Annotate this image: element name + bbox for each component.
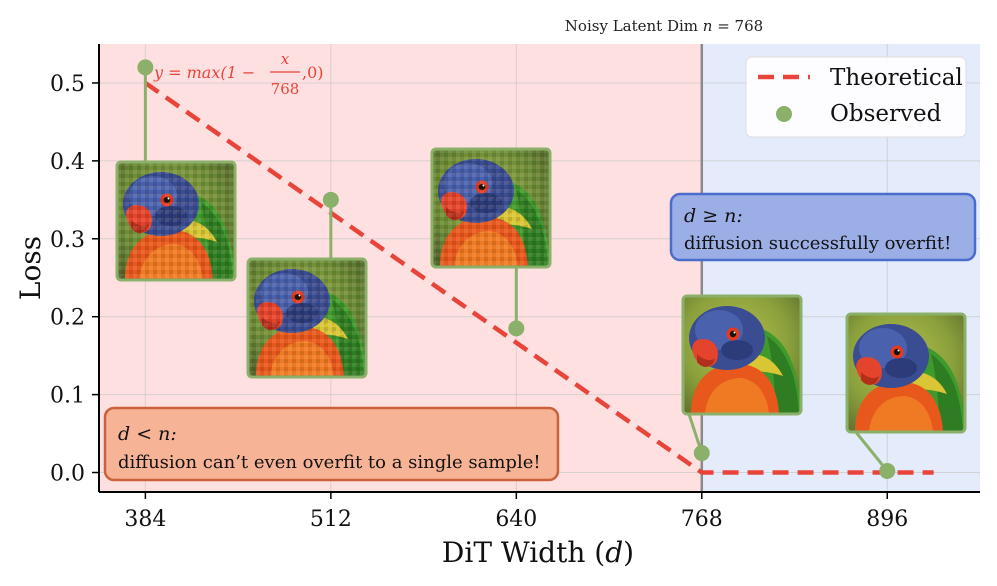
y-axis-label: Loss (14, 236, 47, 300)
thumbnail-border (845, 312, 967, 434)
y-tick-label: 0.3 (50, 228, 85, 253)
y-ticks: 0.0 0.1 0.2 0.3 0.4 0.5 (50, 72, 99, 487)
annotation-failure-box (103, 406, 560, 482)
legend-theoretical-label: Theoretical (830, 65, 963, 91)
x-tick-label: 512 (310, 507, 352, 532)
thumbnail-border (115, 160, 237, 282)
observed-point (693, 445, 710, 462)
x-axis-label-var: d (605, 536, 623, 569)
formula-denominator: 768 (271, 80, 300, 98)
theoretical-formula: y = max(1 − x 768 ,0) (153, 50, 324, 98)
observed-point (137, 59, 154, 76)
thumbnail-image (432, 149, 550, 267)
thumbnail-image (847, 314, 965, 432)
observed-points (137, 59, 896, 479)
thumbnail-noise-overlay (117, 162, 235, 280)
observed-point (879, 462, 896, 479)
observed-point (508, 320, 525, 337)
annotation-success-text: diffusion successfully overfit! (684, 233, 951, 254)
x-axis-label: DiT Width (d) (442, 536, 634, 569)
y-tick-label: 0.0 (50, 462, 85, 487)
x-axis-label-suffix: ) (623, 536, 634, 569)
x-tick-label: 640 (495, 507, 537, 532)
formula-prefix: y = max(1 − (153, 63, 255, 82)
annotation-success-math: d ≥ n: (684, 205, 743, 227)
thumbnail-border (430, 147, 552, 269)
sample-thumbnail (115, 160, 237, 282)
chart-title-var: n (703, 17, 713, 35)
thumbnail-border (246, 257, 368, 379)
chart-title-suffix: = 768 (712, 17, 763, 35)
annotation-failure-text: diffusion can’t even overfit to a single… (118, 452, 541, 473)
formula-numerator: x (281, 50, 290, 68)
y-tick-label: 0.5 (50, 72, 85, 97)
annotation-failure: d < n: diffusion can’t even overfit to a… (103, 406, 560, 482)
legend-observed-swatch (776, 106, 792, 122)
formula-suffix: ,0) (302, 63, 324, 82)
annotation-failure-math: d < n: (118, 423, 177, 445)
sample-thumbnail (246, 257, 368, 379)
chart-title: Noisy Latent Dim n = 768 (565, 17, 763, 35)
sample-thumbnail (681, 294, 803, 416)
legend-box (745, 56, 967, 138)
x-tick-label: 896 (866, 507, 908, 532)
thumbnail-noise-overlay (248, 259, 366, 377)
sample-thumbnails (115, 147, 967, 434)
x-tick-label: 384 (124, 507, 166, 532)
x-axis-label-prefix: DiT Width ( (442, 536, 605, 569)
chart-title-prefix: Noisy Latent Dim (565, 17, 703, 35)
x-ticks: 384 512 640 768 896 (124, 492, 908, 532)
y-tick-label: 0.1 (50, 384, 85, 409)
thumbnail-border (681, 294, 803, 416)
thumbnail-image (248, 259, 366, 377)
thumbnail-image (117, 162, 235, 280)
observed-point (322, 191, 339, 208)
legend: Theoretical Observed (745, 56, 967, 138)
annotation-success-box (669, 192, 977, 262)
legend-observed-label: Observed (830, 101, 942, 127)
thumbnail-noise-overlay (432, 149, 550, 267)
x-tick-label: 768 (681, 507, 723, 532)
y-tick-label: 0.4 (50, 150, 85, 175)
sample-thumbnail (845, 312, 967, 434)
y-tick-label: 0.2 (50, 306, 85, 331)
thumbnail-image (683, 296, 801, 414)
sample-thumbnail (430, 147, 552, 269)
annotation-success: d ≥ n: diffusion successfully overfit! (669, 192, 977, 262)
